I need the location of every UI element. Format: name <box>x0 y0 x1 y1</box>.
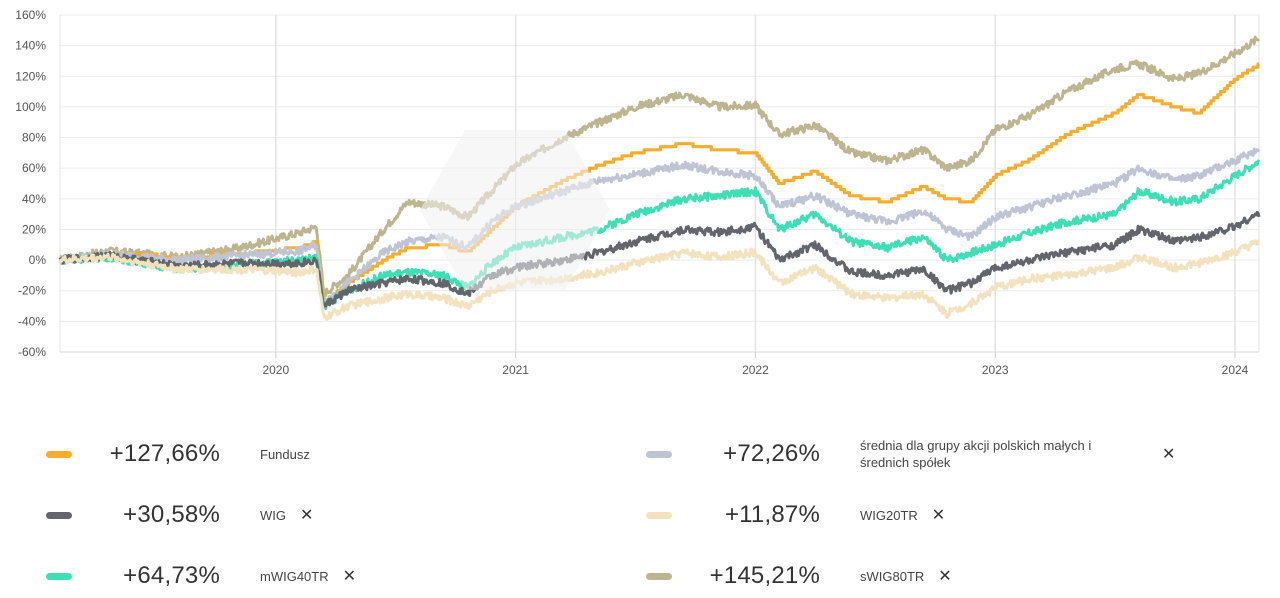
chart-legend: +127,66% Fundusz +72,26% średnia dla gru… <box>0 420 1280 598</box>
watermark-logo <box>420 130 610 290</box>
legend-value: +30,58% <box>123 501 220 528</box>
legend-swatch <box>46 572 72 580</box>
y-tick-label: 120% <box>15 69 46 83</box>
x-tick-label: 2021 <box>502 363 529 377</box>
legend-label: WIG20TR <box>860 507 918 523</box>
y-tick-label: 100% <box>15 100 46 114</box>
legend-value: +72,26% <box>723 440 820 467</box>
legend-swatch <box>646 572 672 580</box>
legend-label: WIG <box>260 507 286 523</box>
remove-series-button[interactable]: ✕ <box>342 568 357 585</box>
y-tick-label: -40% <box>18 314 46 328</box>
legend-swatch <box>46 511 72 519</box>
remove-series-button[interactable]: ✕ <box>300 507 314 524</box>
y-tick-label: 40% <box>22 192 46 206</box>
x-tick-label: 2023 <box>982 363 1009 377</box>
chart-grid <box>59 14 1260 358</box>
series-line-rednia <box>58 147 1261 308</box>
legend-swatch <box>646 450 672 458</box>
legend-swatch <box>646 511 672 519</box>
series-line-wig20tr <box>58 239 1261 321</box>
legend-label: mWIG40TR <box>260 568 329 584</box>
legend-item-fundusz: +127,66% Fundusz <box>46 437 310 471</box>
remove-series-button[interactable]: ✕ <box>1162 446 1176 463</box>
series-line-wig <box>58 210 1261 308</box>
legend-label: średnia dla grupy akcji polskich małych … <box>860 438 1092 470</box>
y-tick-label: 160% <box>15 8 46 22</box>
remove-series-button[interactable]: ✕ <box>938 568 952 585</box>
legend-item-wig20tr: +11,87% WIG20TR ✕ <box>646 498 945 532</box>
legend-item-mwig40tr: +64,73% mWIG40TR ✕ <box>46 559 356 593</box>
y-tick-label: 60% <box>22 161 46 175</box>
x-axis: 2020 2021 2022 2023 2024 <box>262 363 1248 377</box>
y-tick-label: -20% <box>18 284 46 298</box>
x-tick-label: 2022 <box>742 363 769 377</box>
legend-value: +145,21% <box>709 562 820 589</box>
x-tick-label: 2024 <box>1222 363 1249 377</box>
y-tick-label: 80% <box>22 131 46 145</box>
legend-label: sWIG80TR <box>860 568 925 584</box>
remove-series-button[interactable]: ✕ <box>931 507 946 524</box>
legend-item-wig: +30,58% WIG ✕ <box>46 498 313 532</box>
x-tick-label: 2020 <box>262 363 289 377</box>
legend-item-srednia: +72,26% średnia dla grupy akcji polskich… <box>646 437 1175 471</box>
performance-chart: 160% 140% 120% 100% 80% 60% 40% 20% 0% -20% -40% -6… <box>15 8 1261 377</box>
y-axis: 160% 140% 120% 100% 80% 60% 40% 20% 0% -20% -40% -6… <box>15 8 46 359</box>
series-line-swig80tr <box>59 35 1261 298</box>
y-tick-label: 0% <box>29 253 47 267</box>
legend-value: +64,73% <box>123 562 220 589</box>
chart-series <box>58 35 1261 321</box>
legend-value: +127,66% <box>109 440 220 467</box>
y-tick-label: 20% <box>22 222 46 236</box>
y-tick-label: 140% <box>15 39 46 53</box>
legend-swatch <box>46 450 72 458</box>
legend-item-swig80tr: +145,21% sWIG80TR ✕ <box>646 559 952 593</box>
legend-label: Fundusz <box>260 446 310 462</box>
legend-value: +11,87% <box>724 501 820 528</box>
y-tick-label: -60% <box>18 345 46 359</box>
